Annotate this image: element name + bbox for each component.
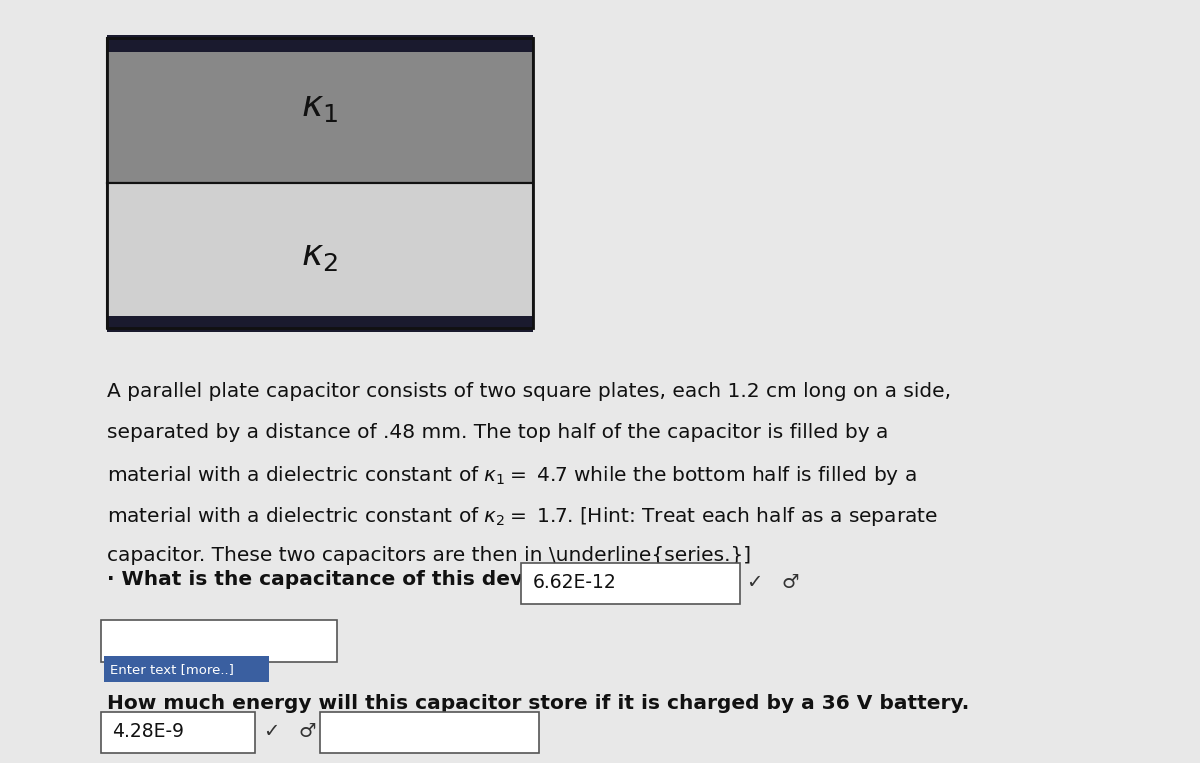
Text: material with a dielectric constant of $\kappa_1 = $ 4.7 while the bottom half i: material with a dielectric constant of $…: [107, 464, 917, 487]
Bar: [107, 35, 533, 52]
Text: A parallel plate capacitor consists of two square plates, each 1.2 cm long on a : A parallel plate capacitor consists of t…: [107, 382, 950, 401]
Text: How much energy will this capacitor store if it is charged by a 36 V battery.: How much energy will this capacitor stor…: [107, 694, 968, 713]
Bar: [107, 38, 533, 183]
FancyBboxPatch shape: [521, 563, 740, 604]
Text: ✓: ✓: [746, 574, 762, 592]
Text: material with a dielectric constant of $\kappa_2 = $ 1.7. [Hint: Treat each half: material with a dielectric constant of $…: [107, 505, 937, 528]
FancyBboxPatch shape: [101, 620, 337, 662]
Text: · What is the capacitance of this device?: · What is the capacitance of this device…: [107, 571, 568, 589]
Text: $\kappa_2$: $\kappa_2$: [301, 239, 338, 272]
FancyBboxPatch shape: [104, 656, 269, 682]
Text: separated by a distance of .48 mm. The top half of the capacitor is filled by a: separated by a distance of .48 mm. The t…: [107, 423, 888, 442]
Text: 6.62E-12: 6.62E-12: [533, 574, 617, 592]
Text: $\kappa_1$: $\kappa_1$: [301, 90, 338, 124]
Text: ♂: ♂: [299, 723, 316, 741]
Text: Enter text [more..]: Enter text [more..]: [110, 662, 234, 676]
Text: ✓: ✓: [263, 723, 280, 741]
Text: 4.28E-9: 4.28E-9: [113, 723, 185, 741]
Bar: [107, 316, 533, 332]
Text: capacitor. These two capacitors are then in \underline{series.}]: capacitor. These two capacitors are then…: [107, 546, 751, 565]
Bar: [107, 183, 533, 328]
FancyBboxPatch shape: [319, 712, 539, 753]
FancyBboxPatch shape: [101, 712, 254, 753]
Text: ♂: ♂: [781, 574, 799, 592]
Bar: [107, 38, 533, 328]
